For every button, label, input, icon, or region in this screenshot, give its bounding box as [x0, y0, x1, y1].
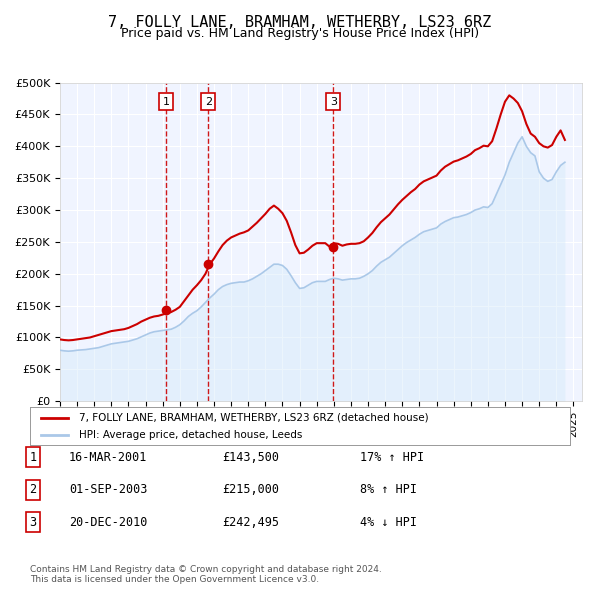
Text: 2: 2 — [29, 483, 37, 496]
Text: 17% ↑ HPI: 17% ↑ HPI — [360, 451, 424, 464]
Text: 7, FOLLY LANE, BRAMHAM, WETHERBY, LS23 6RZ: 7, FOLLY LANE, BRAMHAM, WETHERBY, LS23 6… — [109, 15, 491, 30]
Text: HPI: Average price, detached house, Leeds: HPI: Average price, detached house, Leed… — [79, 430, 302, 440]
Text: 1: 1 — [29, 451, 37, 464]
Text: 3: 3 — [330, 97, 337, 107]
Text: Price paid vs. HM Land Registry's House Price Index (HPI): Price paid vs. HM Land Registry's House … — [121, 27, 479, 40]
Text: 4% ↓ HPI: 4% ↓ HPI — [360, 516, 417, 529]
Text: Contains HM Land Registry data © Crown copyright and database right 2024.
This d: Contains HM Land Registry data © Crown c… — [30, 565, 382, 584]
Text: 8% ↑ HPI: 8% ↑ HPI — [360, 483, 417, 496]
Text: £242,495: £242,495 — [222, 516, 279, 529]
Text: 7, FOLLY LANE, BRAMHAM, WETHERBY, LS23 6RZ (detached house): 7, FOLLY LANE, BRAMHAM, WETHERBY, LS23 6… — [79, 413, 428, 423]
Text: 16-MAR-2001: 16-MAR-2001 — [69, 451, 148, 464]
Text: 2: 2 — [205, 97, 212, 107]
Text: 3: 3 — [29, 516, 37, 529]
Text: £143,500: £143,500 — [222, 451, 279, 464]
Text: 1: 1 — [163, 97, 170, 107]
Text: £215,000: £215,000 — [222, 483, 279, 496]
Text: 01-SEP-2003: 01-SEP-2003 — [69, 483, 148, 496]
Text: 20-DEC-2010: 20-DEC-2010 — [69, 516, 148, 529]
